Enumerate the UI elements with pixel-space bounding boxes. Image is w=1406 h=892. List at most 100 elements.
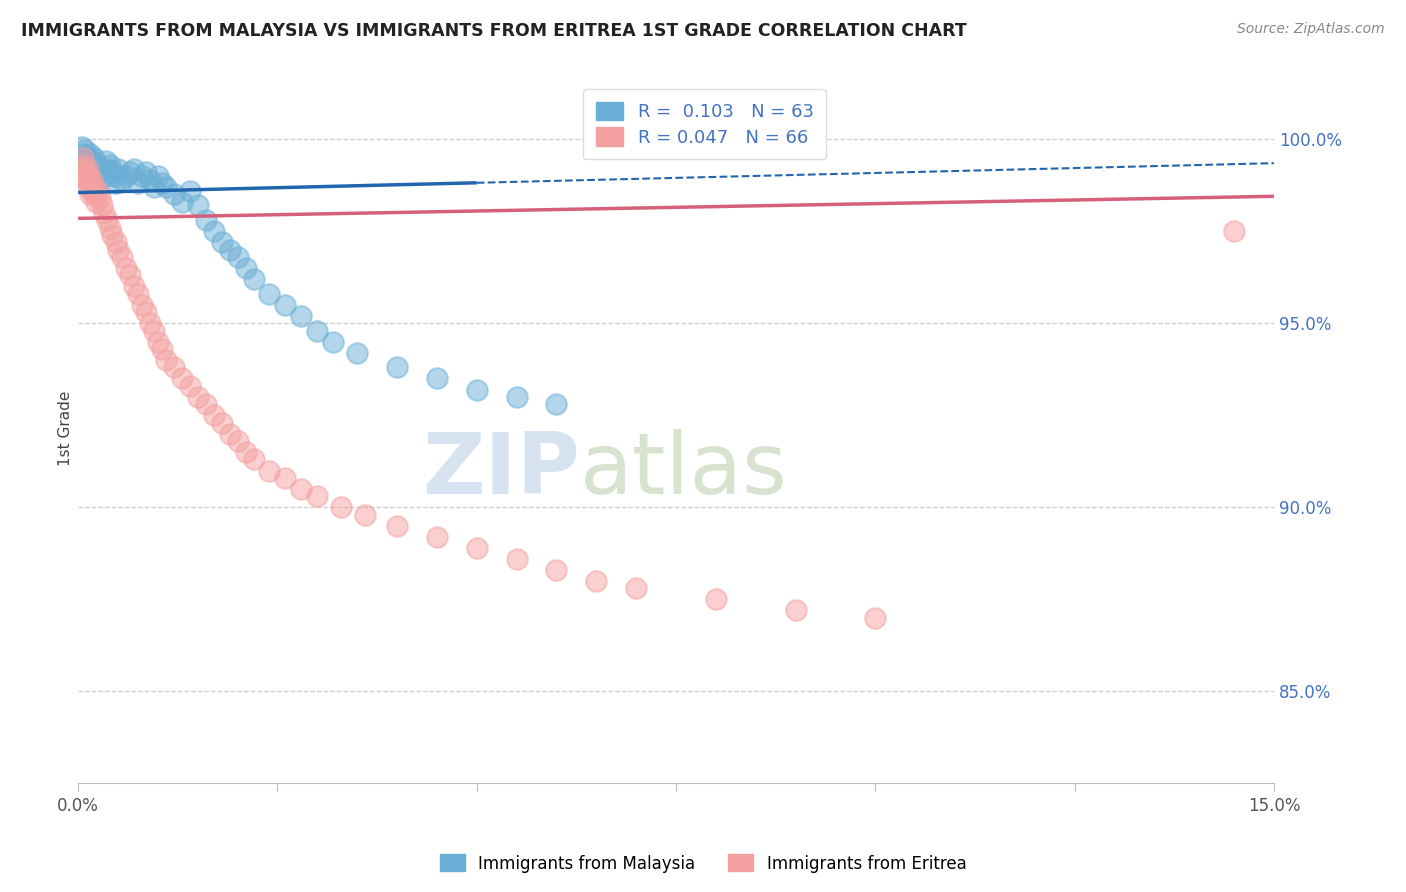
Point	[187, 198, 209, 212]
Point	[235, 261, 257, 276]
Y-axis label: 1st Grade: 1st Grade	[58, 391, 73, 466]
Point	[84, 194, 107, 209]
Point	[122, 161, 145, 176]
Point	[170, 371, 193, 385]
Point	[122, 279, 145, 293]
Point	[87, 158, 110, 172]
Point	[83, 187, 105, 202]
Point	[194, 213, 217, 227]
Point	[290, 309, 312, 323]
Point	[77, 151, 100, 165]
Text: atlas: atlas	[581, 429, 789, 512]
Point	[146, 334, 169, 349]
Point	[103, 169, 125, 183]
Text: Source: ZipAtlas.com: Source: ZipAtlas.com	[1237, 22, 1385, 37]
Point	[465, 383, 488, 397]
Point	[82, 154, 104, 169]
Point	[546, 397, 568, 411]
Point	[105, 177, 128, 191]
Point	[93, 169, 115, 183]
Point	[87, 184, 110, 198]
Point	[211, 416, 233, 430]
Point	[235, 445, 257, 459]
Point	[785, 603, 807, 617]
Point	[107, 161, 129, 176]
Point	[91, 198, 114, 212]
Point	[218, 426, 240, 441]
Point	[80, 177, 103, 191]
Point	[385, 518, 408, 533]
Point	[97, 161, 120, 176]
Legend: R =  0.103   N = 63, R = 0.047   N = 66: R = 0.103 N = 63, R = 0.047 N = 66	[583, 89, 827, 160]
Point	[75, 143, 97, 157]
Point	[426, 530, 449, 544]
Point	[546, 563, 568, 577]
Point	[111, 250, 134, 264]
Legend: Immigrants from Malaysia, Immigrants from Eritrea: Immigrants from Malaysia, Immigrants fro…	[433, 847, 973, 880]
Point	[80, 169, 103, 183]
Point	[82, 161, 104, 176]
Point	[73, 151, 96, 165]
Point	[118, 165, 141, 179]
Point	[77, 165, 100, 179]
Point	[79, 147, 101, 161]
Point	[79, 187, 101, 202]
Point	[155, 353, 177, 368]
Point	[89, 191, 111, 205]
Point	[80, 158, 103, 172]
Point	[142, 324, 165, 338]
Point	[322, 334, 344, 349]
Point	[426, 371, 449, 385]
Point	[127, 177, 149, 191]
Point	[104, 235, 127, 250]
Point	[75, 165, 97, 179]
Point	[242, 272, 264, 286]
Point	[82, 180, 104, 194]
Point	[170, 194, 193, 209]
Point	[155, 180, 177, 194]
Point	[179, 184, 201, 198]
Point	[202, 224, 225, 238]
Point	[135, 305, 157, 319]
Point	[73, 147, 96, 161]
Point	[82, 172, 104, 186]
Point	[179, 379, 201, 393]
Point	[354, 508, 377, 522]
Point	[307, 489, 329, 503]
Point	[80, 184, 103, 198]
Point	[86, 169, 108, 183]
Point	[89, 161, 111, 176]
Point	[83, 151, 105, 165]
Text: IMMIGRANTS FROM MALAYSIA VS IMMIGRANTS FROM ERITREA 1ST GRADE CORRELATION CHART: IMMIGRANTS FROM MALAYSIA VS IMMIGRANTS F…	[21, 22, 967, 40]
Point	[704, 592, 727, 607]
Point	[187, 390, 209, 404]
Point	[218, 243, 240, 257]
Point	[330, 500, 353, 515]
Point	[259, 286, 281, 301]
Point	[211, 235, 233, 250]
Point	[101, 227, 124, 242]
Point	[100, 165, 122, 179]
Point	[76, 172, 98, 186]
Point	[131, 169, 153, 183]
Point	[73, 169, 96, 183]
Point	[135, 165, 157, 179]
Point	[624, 582, 647, 596]
Point	[163, 187, 186, 202]
Point	[76, 154, 98, 169]
Point	[127, 286, 149, 301]
Point	[505, 390, 527, 404]
Point	[76, 161, 98, 176]
Point	[226, 434, 249, 448]
Point	[76, 161, 98, 176]
Point	[139, 172, 162, 186]
Point	[585, 574, 607, 588]
Point	[865, 611, 887, 625]
Point	[139, 316, 162, 330]
Point	[150, 177, 173, 191]
Point	[73, 158, 96, 172]
Point	[1223, 224, 1246, 238]
Point	[274, 298, 297, 312]
Point	[115, 261, 138, 276]
Point	[505, 552, 527, 566]
